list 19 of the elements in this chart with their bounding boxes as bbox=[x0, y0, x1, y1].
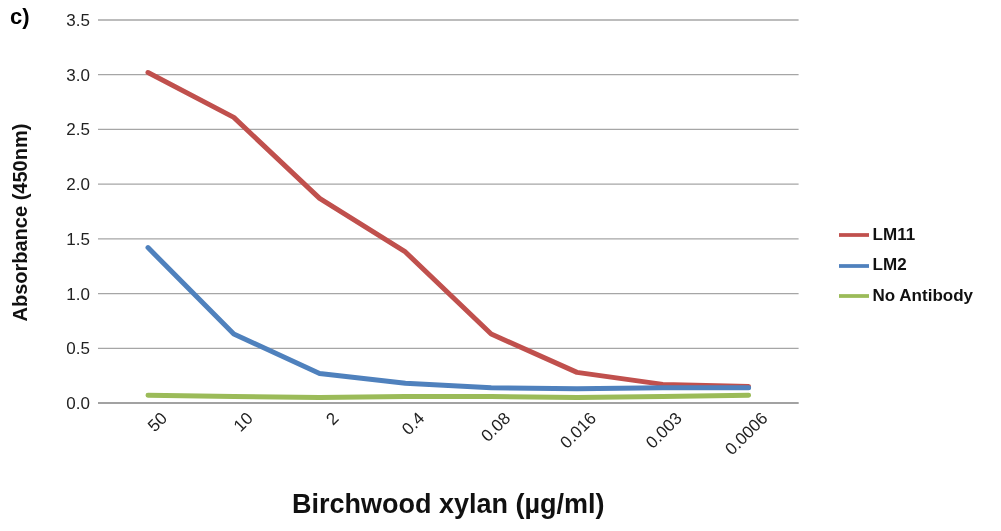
y-axis-title: Absorbance (450nm) bbox=[9, 123, 32, 322]
y-tick-label: 2.5 bbox=[66, 120, 90, 140]
x-tick-label: 2 bbox=[322, 408, 343, 429]
y-tick-label: 2.0 bbox=[66, 175, 90, 195]
y-tick-label: 1.0 bbox=[66, 284, 90, 304]
y-tick-label: 0.0 bbox=[66, 394, 90, 414]
x-tick-label: 10 bbox=[229, 408, 257, 436]
x-axis-title: Birchwood xylan (µg/ml) bbox=[292, 489, 605, 519]
y-tick-label: 3.0 bbox=[66, 65, 90, 85]
y-tick-label: 1.5 bbox=[66, 229, 90, 249]
legend-label: LM2 bbox=[872, 255, 907, 275]
legend-label: No Antibody bbox=[872, 285, 973, 305]
x-tick-label: 0.4 bbox=[398, 408, 429, 439]
text: c) bbox=[10, 4, 30, 30]
legend-label: LM11 bbox=[872, 224, 916, 244]
y-tick-label: 3.5 bbox=[66, 11, 90, 31]
y-tick-label: 0.5 bbox=[66, 339, 90, 359]
x-tick-label: 50 bbox=[144, 408, 171, 436]
x-tick-label: 0.08 bbox=[477, 408, 515, 446]
